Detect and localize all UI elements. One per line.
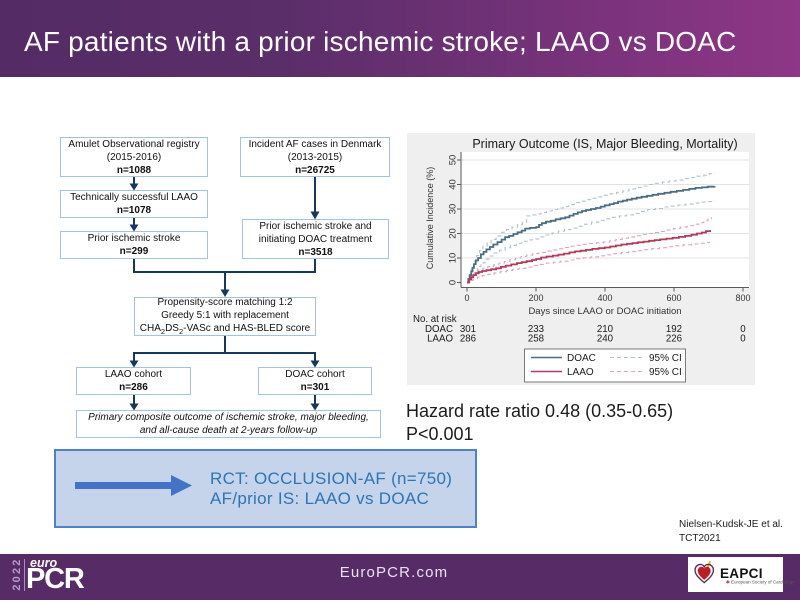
svg-text:0: 0: [448, 280, 459, 285]
svg-text:200: 200: [528, 293, 543, 303]
svg-text:LAAO: LAAO: [427, 334, 453, 345]
svg-text:400: 400: [597, 293, 612, 303]
svg-text:DOAC: DOAC: [425, 324, 453, 335]
svg-text:DOAC: DOAC: [567, 353, 596, 364]
svg-text:0: 0: [740, 324, 746, 335]
svg-text:800: 800: [735, 293, 750, 303]
svg-text:233: 233: [528, 324, 544, 335]
svg-text:258: 258: [528, 334, 544, 345]
svg-text:210: 210: [597, 324, 614, 335]
svg-text:192: 192: [666, 324, 682, 335]
svg-text:Cumulative Incidence (%): Cumulative Incidence (%): [425, 167, 435, 270]
svg-text:95% CI: 95% CI: [649, 367, 682, 378]
svg-text:226: 226: [666, 334, 682, 345]
svg-text:0: 0: [740, 334, 746, 345]
svg-text:No. at risk: No. at risk: [413, 314, 457, 325]
svg-text:240: 240: [597, 334, 614, 345]
svg-text:20: 20: [448, 228, 459, 239]
svg-text:Primary Outcome (IS, Major Ble: Primary Outcome (IS, Major Bleeding, Mor…: [472, 137, 737, 151]
svg-text:0: 0: [464, 293, 469, 303]
svg-text:95% CI: 95% CI: [649, 353, 682, 364]
svg-text:40: 40: [448, 179, 459, 190]
svg-text:30: 30: [448, 204, 459, 215]
svg-text:10: 10: [448, 253, 459, 264]
svg-text:LAAO: LAAO: [567, 367, 594, 378]
svg-text:301: 301: [460, 324, 476, 335]
svg-text:286: 286: [460, 334, 476, 345]
svg-text:600: 600: [666, 293, 681, 303]
svg-text:50: 50: [448, 155, 459, 166]
svg-text:Days since LAAO or DOAC initia: Days since LAAO or DOAC initiation: [528, 306, 681, 317]
